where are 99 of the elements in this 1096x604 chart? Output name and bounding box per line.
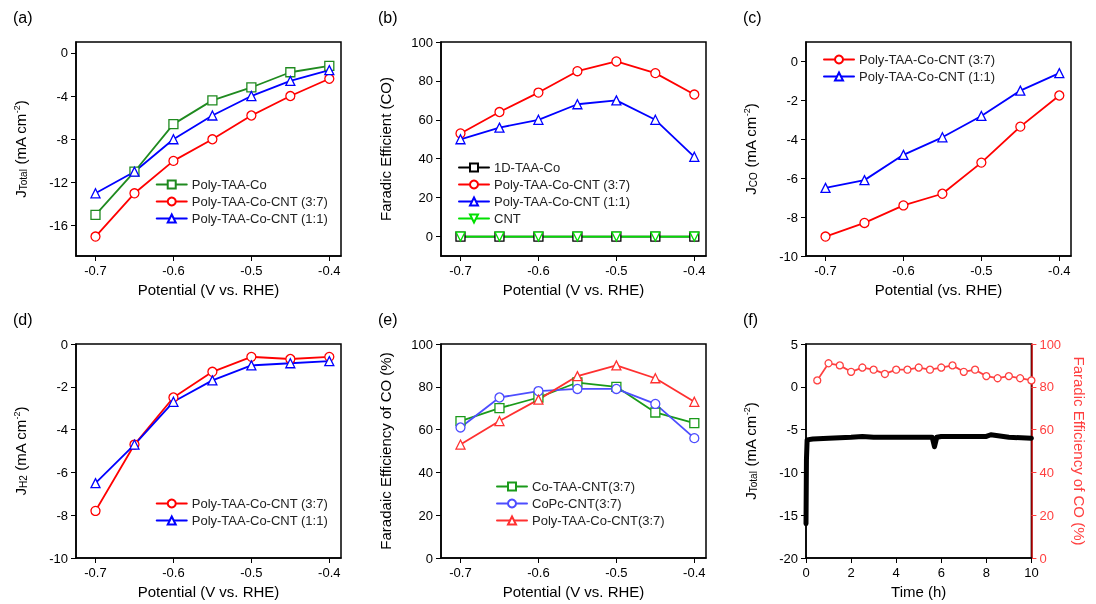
x-tick-label: 8 (982, 565, 990, 580)
legend-label: Poly-TAA-Co-CNT (1:1) (494, 194, 631, 209)
y2-tick-label: 100 (1039, 336, 1062, 352)
x-axis-title: Potential (V vs. RHE) (137, 583, 280, 600)
y-tick-label: 100 (411, 34, 433, 50)
y2-tick-label: 80 (1039, 379, 1054, 395)
legend-label: CoPc-CNT(3:7) (532, 496, 622, 511)
y-tick-label: -4 (56, 88, 68, 104)
y-tick-label: -6 (56, 464, 68, 480)
x-tick-label: 10 (1024, 565, 1039, 580)
x-tick-label: -0.4 (318, 263, 341, 278)
legend-label: Poly-TAA-Co-CNT (1:1) (191, 211, 328, 226)
legend-label: Co-TAA-CNT(3:7) (532, 479, 636, 494)
legend-label: Poly-TAA-Co-CNT (3:7) (191, 496, 328, 511)
y-tick-label: 20 (418, 507, 433, 523)
chart-title: (b) (378, 8, 398, 26)
y-tick-label: -5 (786, 422, 798, 438)
x-tick-label: -0.4 (683, 565, 706, 580)
y2-axis-title: Faradic Efficiency of CO (%) (1071, 356, 1088, 546)
x-tick-label: -0.5 (605, 565, 628, 580)
y-tick-label: 0 (60, 45, 68, 61)
y-tick-label: -10 (49, 550, 68, 566)
legend-label: Poly-TAA-Co-CNT (1:1) (191, 513, 328, 528)
x-tick-label: -0.6 (527, 565, 550, 580)
x-tick-label: -0.7 (84, 263, 107, 278)
y-tick-label: -16 (49, 218, 68, 234)
x-tick-label: -0.7 (814, 263, 837, 278)
x-tick-label: 2 (847, 565, 855, 580)
x-tick-label: -0.4 (1048, 263, 1071, 278)
y-tick-label: 0 (790, 53, 798, 69)
y-tick-label: 80 (418, 379, 433, 395)
x-tick-label: -0.6 (162, 565, 185, 580)
x-tick-label: 4 (892, 565, 900, 580)
y-tick-label: -8 (56, 131, 68, 147)
x-tick-label: -0.7 (449, 565, 472, 580)
legend-label: Poly-TAA-Co-CNT (1:1) (859, 69, 996, 84)
y-tick-label: 100 (411, 336, 433, 352)
x-tick-label: -0.7 (84, 565, 107, 580)
y-axis-title: JH2 (mA cm-2) (11, 406, 29, 496)
y-tick-label: 20 (418, 190, 433, 206)
x-axis-title: Potential (V vs. RHE) (137, 281, 280, 298)
y-tick-label: -8 (786, 209, 798, 225)
chart-title: (f) (743, 310, 759, 328)
y-tick-label: -12 (49, 175, 68, 191)
chart-title: (e) (378, 310, 398, 328)
y-tick-label: 0 (790, 379, 798, 395)
y-tick-label: 0 (425, 229, 433, 245)
legend-label: Poly-TAA-Co-CNT (3:7) (494, 177, 631, 192)
chart-title: (d) (13, 310, 33, 328)
x-tick-label: -0.5 (240, 565, 263, 580)
y-tick-label: -10 (779, 464, 798, 480)
x-tick-label: -0.5 (970, 263, 993, 278)
y-tick-label: -2 (56, 379, 68, 395)
y-tick-label: -15 (779, 507, 798, 523)
x-axis-title: Potential (vs. RHE) (874, 281, 1003, 298)
y-tick-label: -4 (56, 422, 68, 438)
legend-label: Poly-TAA-Co-CNT (3:7) (191, 194, 328, 209)
y-axis-title: Faradic Efficient (CO) (377, 77, 394, 221)
y-tick-label: -2 (786, 92, 798, 108)
y-axis-title: JTotal (mA cm-2) (741, 402, 759, 500)
y-axis-title: JTotal (mA cm-2) (11, 100, 29, 198)
chart-title: (a) (13, 8, 33, 26)
y2-tick-label: 60 (1039, 422, 1054, 438)
legend-label: Poly-TAA-Co (191, 177, 267, 192)
y-tick-label: -4 (786, 131, 798, 147)
x-tick-label: 0 (802, 565, 810, 580)
legend-label: CNT (494, 211, 521, 226)
x-tick-label: -0.5 (240, 263, 263, 278)
y-tick-label: 40 (418, 464, 433, 480)
y-tick-label: 0 (60, 336, 68, 352)
legend-label: Poly-TAA-Co-CNT(3:7) (532, 513, 665, 528)
x-tick-label: -0.7 (449, 263, 472, 278)
y2-tick-label: 20 (1039, 507, 1054, 523)
y-tick-label: 0 (425, 550, 433, 566)
y-axis-title: Faradaic Efficiency of CO (%) (377, 352, 394, 550)
legend-label: 1D-TAA-Co (494, 160, 561, 175)
x-axis-title: Potential (V vs. RHE) (502, 281, 645, 298)
y-tick-label: -10 (779, 248, 798, 264)
x-tick-label: -0.5 (605, 263, 628, 278)
y-tick-label: -6 (786, 170, 798, 186)
y-tick-label: 5 (790, 336, 798, 352)
x-tick-label: -0.6 (892, 263, 915, 278)
y2-tick-label: 0 (1039, 550, 1047, 566)
x-axis-title: Potential (V vs. RHE) (502, 583, 645, 600)
chart-title: (c) (743, 8, 762, 26)
y-tick-label: 80 (418, 73, 433, 89)
y-tick-label: 60 (418, 112, 433, 128)
y-tick-label: 60 (418, 422, 433, 438)
x-tick-label: -0.4 (318, 565, 341, 580)
y-tick-label: -20 (779, 550, 798, 566)
legend-label: Poly-TAA-Co-CNT (3:7) (859, 52, 996, 67)
x-tick-label: -0.6 (527, 263, 550, 278)
x-tick-label: 6 (937, 565, 945, 580)
y2-tick-label: 40 (1039, 464, 1054, 480)
x-tick-label: -0.6 (162, 263, 185, 278)
y-tick-label: -8 (56, 507, 68, 523)
y-tick-label: 40 (418, 151, 433, 167)
x-tick-label: -0.4 (683, 263, 706, 278)
x-axis-title: Time (h) (891, 583, 947, 600)
